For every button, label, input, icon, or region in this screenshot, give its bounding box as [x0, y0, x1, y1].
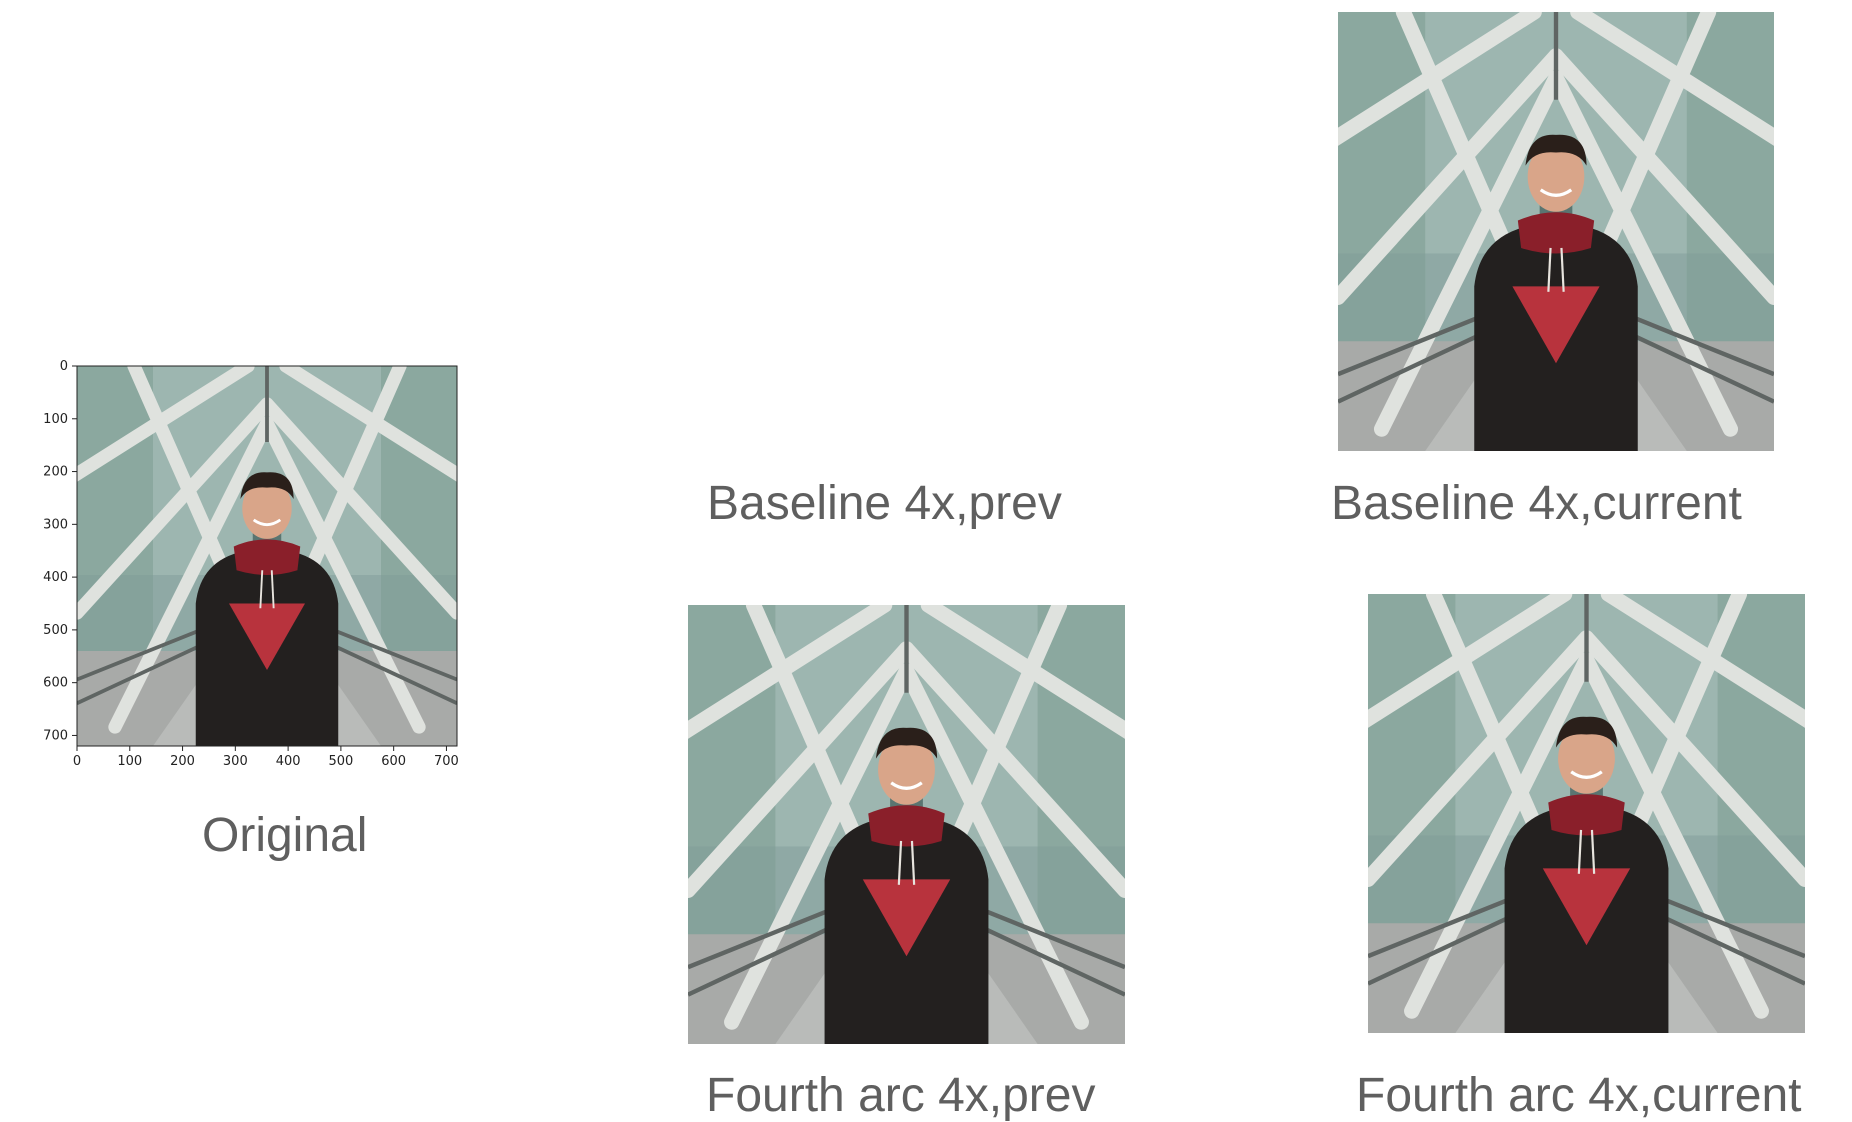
x-tick-label: 200 [170, 754, 195, 769]
x-tick-label: 500 [328, 754, 353, 769]
caption-fourth-prev: Fourth arc 4x,prev [706, 1069, 1096, 1122]
y-axis-ticks: 0 100 200 300 400 500 600 700 [43, 359, 77, 743]
x-tick-label: 0 [73, 754, 81, 769]
x-tick-label: 400 [276, 754, 301, 769]
original-image-content [77, 366, 457, 746]
y-tick-label: 500 [43, 623, 68, 638]
y-tick-label: 700 [43, 728, 68, 743]
caption-baseline-current: Baseline 4x,current [1331, 477, 1742, 530]
x-tick-label: 600 [381, 754, 406, 769]
baseline-current-image-content [1338, 12, 1774, 451]
fourth-current-image [1368, 594, 1805, 1033]
original-image [77, 366, 457, 746]
caption-fourth-current: Fourth arc 4x,current [1356, 1069, 1802, 1122]
y-tick-label: 100 [43, 412, 68, 427]
fourth-current-image-content [1368, 594, 1805, 1033]
x-tick-label: 300 [223, 754, 248, 769]
x-tick-label: 700 [434, 754, 459, 769]
y-tick-label: 400 [43, 570, 68, 585]
y-tick-label: 600 [43, 676, 68, 691]
fourth-prev-image [688, 605, 1125, 1044]
y-tick-label: 200 [43, 465, 68, 480]
caption-baseline-prev: Baseline 4x,prev [707, 477, 1062, 530]
x-tick-label: 100 [117, 754, 142, 769]
y-tick-label: 0 [60, 359, 68, 374]
y-tick-label: 300 [43, 517, 68, 532]
caption-original: Original [202, 809, 368, 862]
x-axis-ticks: 0 100 200 300 400 500 600 700 [73, 746, 459, 769]
fourth-prev-image-content [688, 605, 1125, 1044]
baseline-current-image [1338, 12, 1774, 451]
